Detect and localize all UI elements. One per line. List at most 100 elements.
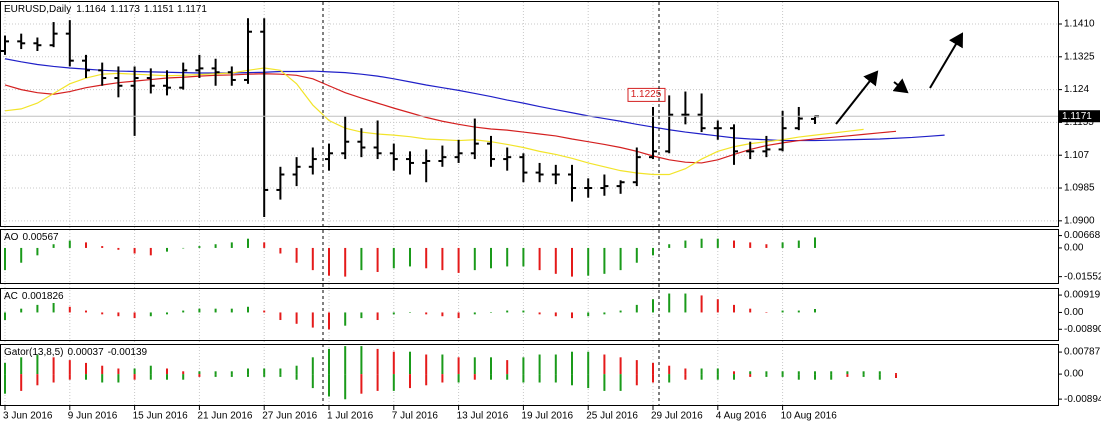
histogram-bar [376,312,379,321]
drawn-arrow [929,32,964,89]
histogram-bar [571,351,573,375]
histogram-bar [85,310,87,313]
histogram-bar [571,374,573,386]
histogram-bar [311,247,314,271]
histogram-bar [538,374,541,383]
ao-last: 0.00567 [22,232,59,243]
histogram-bar [20,308,23,313]
histogram-bar [214,244,217,248]
histogram-bar [311,374,314,389]
histogram-bar [652,374,654,383]
ac-header: AC 0.001826 [4,291,64,302]
histogram-bar [700,295,703,313]
histogram-bar [781,310,784,313]
histogram-bar [522,357,525,375]
y-tick-label: 0.00 [1064,307,1084,318]
histogram-bar [522,247,525,267]
histogram-bar [733,371,735,375]
histogram-bar [862,371,865,375]
histogram-bar [878,371,881,375]
histogram-bar [20,374,23,391]
histogram-bar [328,312,330,330]
histogram-bar [392,351,395,375]
histogram-bar [457,357,460,375]
moving-average [4,73,897,164]
histogram-bar [506,247,509,267]
histogram-bar [538,312,541,315]
x-tick-label: 27 Jun 2016 [262,411,317,422]
histogram-bar [716,374,719,380]
histogram-bar [587,374,590,389]
histogram-bar [85,374,87,380]
histogram-bar [457,312,460,319]
histogram-bar [635,247,638,263]
histogram-bar [263,242,266,248]
gator-panel-frame [0,344,1059,406]
y-tick-label: 1.1155 [1064,117,1094,128]
histogram-bar [490,374,492,380]
histogram-bar [247,374,249,377]
histogram-bar [133,312,136,319]
histogram-bar [279,368,282,375]
histogram-bar [441,247,444,271]
histogram-bar [198,371,201,375]
histogram-bar [619,357,622,375]
x-tick-label: 7 Jul 2016 [392,411,439,422]
histogram-bar [781,371,784,375]
moving-average [4,58,945,142]
x-tick-label: 21 Jun 2016 [197,411,252,422]
ao-panel-frame [0,229,1059,284]
histogram-bar [214,374,217,377]
histogram-bar [360,312,363,319]
histogram-bar [230,374,233,377]
histogram-bar [814,308,816,313]
histogram-bar [182,371,185,375]
y-tick-label: 1.0985 [1064,183,1095,194]
histogram-bar [635,360,638,375]
histogram-bar [263,368,266,375]
last-open: 1.1164 [76,4,106,15]
histogram-bar [376,374,379,391]
histogram-bar [554,247,557,274]
y-tick-label: 1.124 [1064,84,1089,95]
histogram-bar [425,354,428,375]
histogram-bar [749,242,752,248]
histogram-bar [554,374,557,383]
histogram-bar [295,374,298,380]
histogram-bar [133,368,136,375]
histogram-bar [441,354,444,375]
histogram-bar [182,247,185,249]
histogram-bar [830,371,833,375]
histogram-bar [684,368,687,375]
histogram-bar [603,247,606,274]
histogram-bar [814,374,816,380]
price-label: 1.1225 [631,89,662,100]
last-close: 1.1171 [177,4,207,15]
histogram-bar [4,247,6,271]
histogram-bar [522,310,525,313]
histogram-bar [668,293,671,313]
histogram-bar [668,374,671,383]
histogram-bar [360,346,363,375]
histogram-bar [117,374,120,383]
histogram-bar [4,312,6,321]
histogram-bar [311,357,314,375]
histogram-bar [473,357,476,375]
histogram-bar [36,304,39,313]
histogram-bar [425,247,428,269]
ac-title: AC [4,291,18,302]
histogram-bar [522,374,525,383]
moving-average [4,67,864,176]
histogram-bar [149,365,152,375]
histogram-bar [814,237,816,248]
histogram-bar [409,247,411,267]
drawn-arrow [835,70,879,125]
histogram-bar [457,374,460,383]
histogram-bar [166,312,168,315]
histogram-bar [295,247,298,263]
histogram-bar [571,247,573,277]
histogram-bar [328,348,330,375]
histogram-bar [749,308,752,313]
histogram-bar [279,247,282,254]
histogram-bar [781,242,784,248]
